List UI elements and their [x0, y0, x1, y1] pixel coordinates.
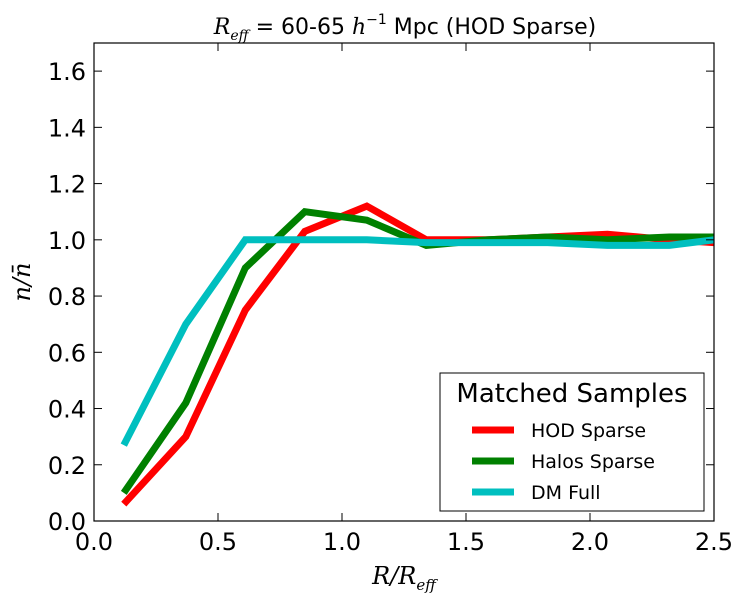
legend-label-halos-sparse: Halos Sparse: [531, 451, 655, 473]
chart-title: Reff = 60-65 h−1 Mpc (HOD Sparse): [213, 12, 596, 44]
y-tick-label: 1.0: [48, 227, 86, 255]
y-tick-label: 1.2: [48, 171, 86, 199]
series-line-dm-full: [120, 236, 714, 447]
y-axis-label: n/n̄: [8, 263, 36, 302]
legend-label-dm-full: DM Full: [531, 482, 601, 504]
legend-entries: HOD Sparse Halos Sparse DM Full: [472, 420, 655, 504]
x-tick-label: 0.5: [199, 528, 237, 556]
chart-title-text: Reff = 60-65 h−1 Mpc (HOD Sparse): [213, 12, 596, 44]
y-tick-label: 0.6: [48, 339, 86, 367]
y-tick-label: 0.2: [48, 452, 86, 480]
legend: Matched Samples HOD Sparse Halos Sparse DM…: [439, 372, 705, 512]
y-tick-label: 1.6: [48, 58, 86, 86]
x-tick-label: 2.0: [571, 528, 609, 556]
y-tick-label: 0.0: [48, 508, 86, 536]
x-tick-label: 1.5: [447, 528, 485, 556]
x-tick-label: 2.5: [695, 528, 733, 556]
x-tick-label: 1.0: [323, 528, 361, 556]
legend-label-hod-sparse: HOD Sparse: [531, 420, 646, 442]
plot-area-frame: [93, 42, 715, 522]
legend-box: [439, 372, 705, 512]
x-tick-label: 0.0: [75, 528, 113, 556]
legend-title: Matched Samples: [456, 379, 687, 409]
series-layer: [120, 202, 714, 507]
x-axis-label: R/Reff: [371, 562, 438, 594]
y-tick-label: 1.4: [48, 114, 86, 142]
axis-ticks: 0.0 0.5 1.0 1.5 2.0 2.5 0.0 0.2 0.4 0.6 0.8 1.0 1.2 1…: [48, 43, 733, 556]
y-tick-label: 0.4: [48, 396, 86, 424]
y-tick-label: 0.8: [48, 283, 86, 311]
